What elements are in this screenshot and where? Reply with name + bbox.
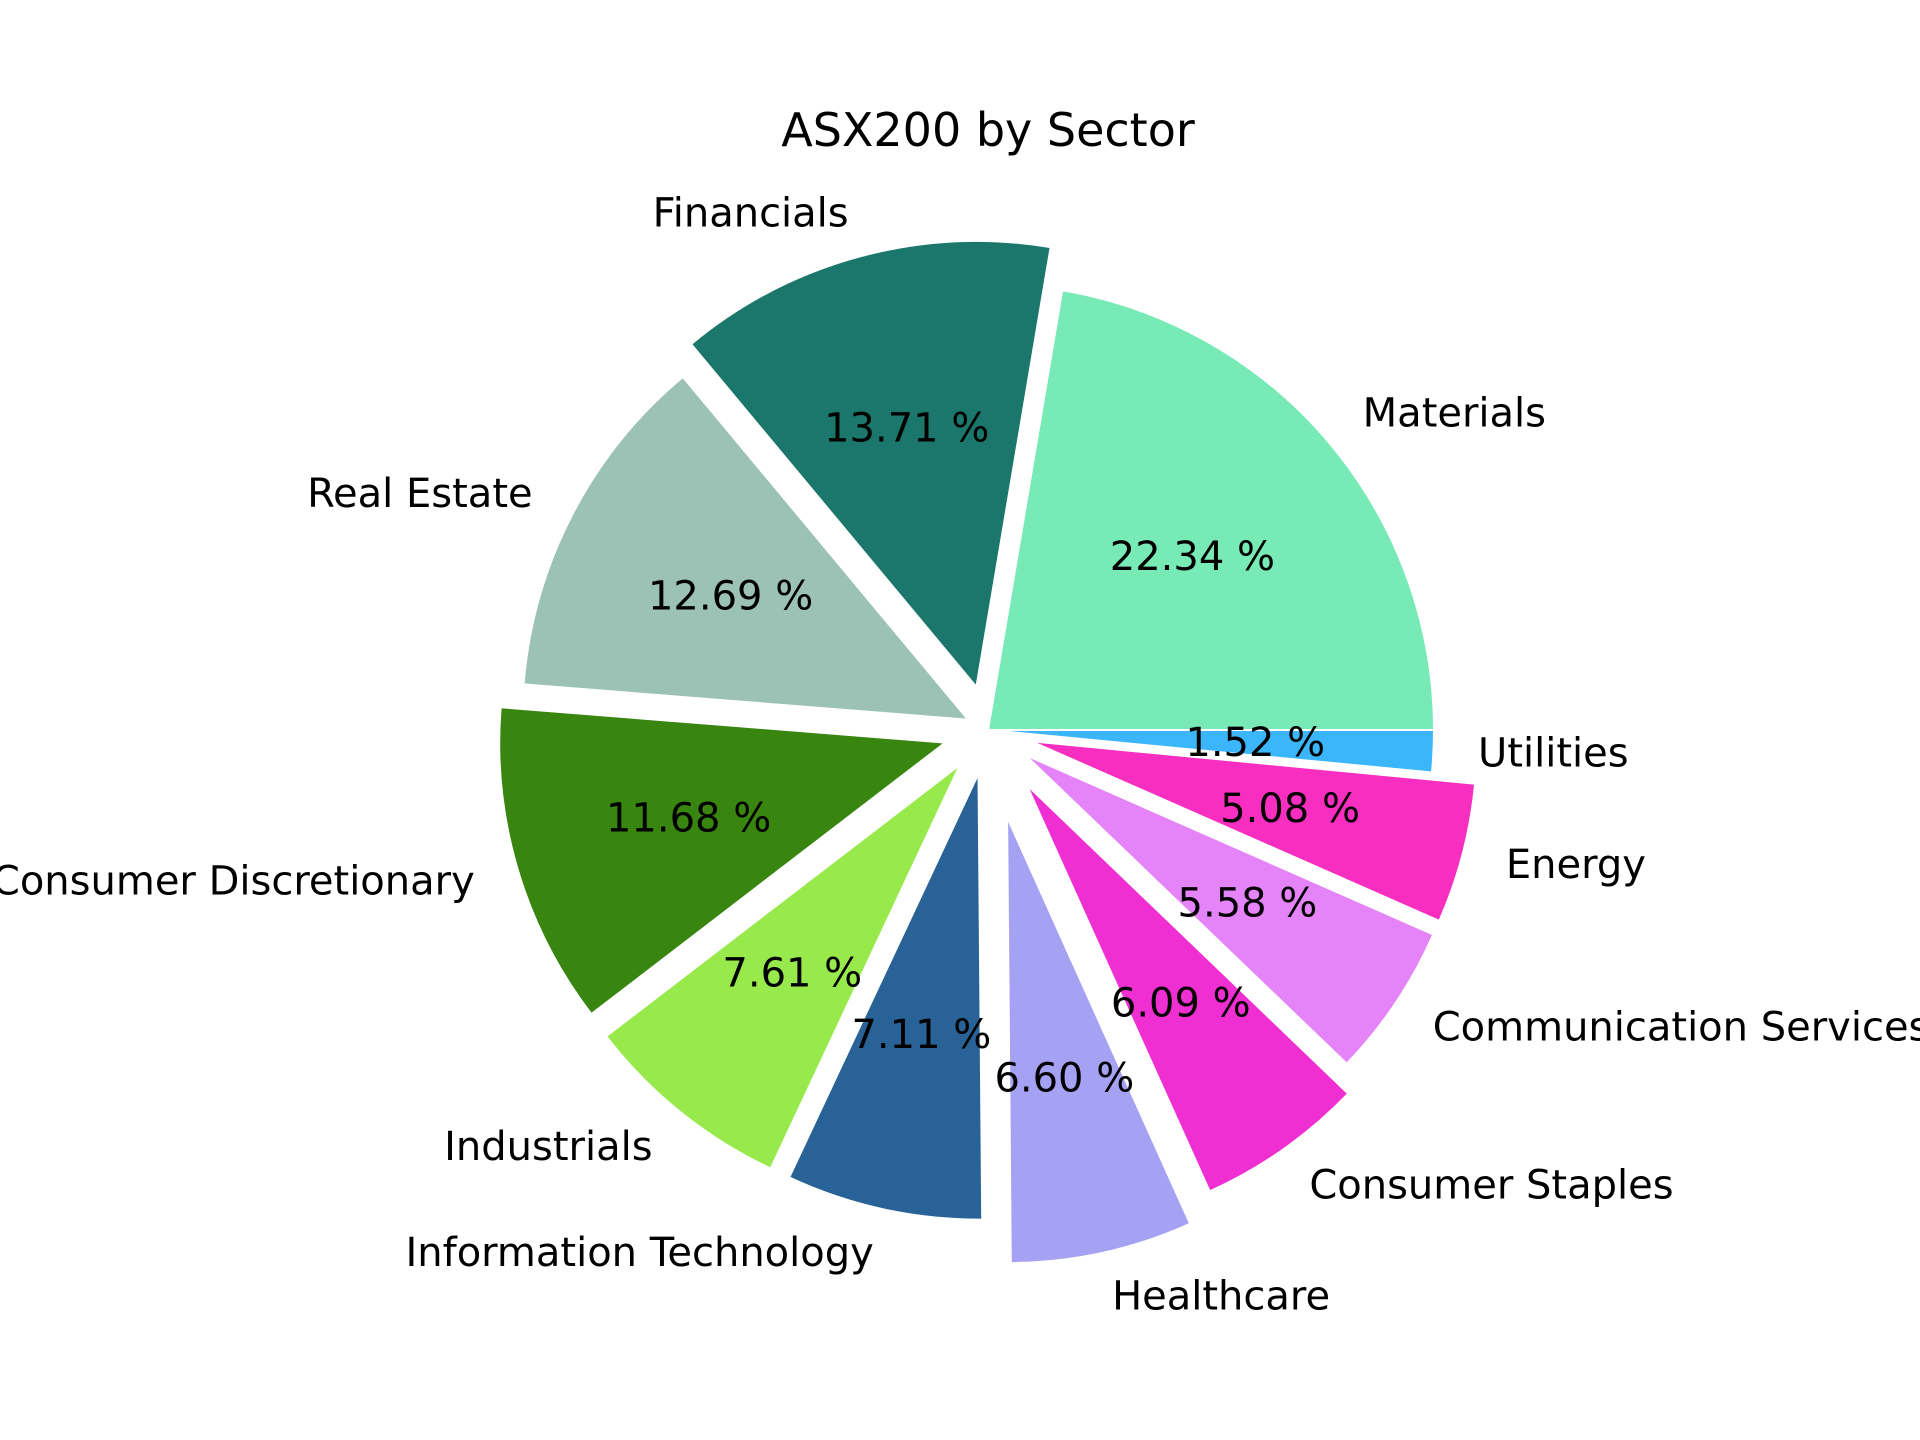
label-healthcare: Healthcare [1112, 1273, 1330, 1319]
label-consumer-discretionary: Consumer Discretionary [0, 859, 475, 905]
pct-label-real-estate: 12.69 % [648, 574, 813, 620]
sector-labels: Materials Financials Real Estate Consumer D… [0, 190, 1920, 1319]
wedge-industrials [604, 763, 961, 1170]
label-materials: Materials [1363, 390, 1546, 436]
pie-wedges [498, 239, 1477, 1265]
label-consumer-staples: Consumer Staples [1309, 1163, 1673, 1209]
wedge-energy [1030, 740, 1477, 923]
label-information-technology: Information Technology [405, 1230, 873, 1276]
pct-label-healthcare: 6.60 % [994, 1056, 1134, 1102]
wedge-consumer-staples [1025, 783, 1350, 1193]
pct-label-utilities: 1.52 % [1185, 720, 1325, 766]
label-utilities: Utilities [1478, 730, 1629, 776]
wedge-consumer-discretionary [498, 706, 948, 1016]
label-communication-services: Communication Services [1433, 1005, 1920, 1051]
pct-label-communication-services: 5.58 % [1178, 881, 1318, 927]
label-energy: Energy [1506, 842, 1646, 888]
label-real-estate: Real Estate [307, 471, 533, 517]
label-financials: Financials [653, 190, 849, 236]
wedge-utilities [987, 729, 1436, 774]
label-industrials: Industrials [444, 1124, 652, 1170]
pct-label-consumer-staples: 6.09 % [1111, 980, 1251, 1026]
wedge-financials [689, 239, 1052, 690]
wedge-real-estate [522, 375, 971, 721]
pct-label-consumer-discretionary: 11.68 % [606, 796, 771, 842]
pct-label-financials: 13.71 % [824, 406, 989, 452]
wedge-information-technology [787, 773, 984, 1221]
pct-label-information-technology: 7.11 % [851, 1012, 991, 1058]
wedge-healthcare [1006, 816, 1192, 1265]
pct-label-materials: 22.34 % [1110, 534, 1275, 580]
wedge-communication-services [1024, 753, 1435, 1066]
pct-label-industrials: 7.61 % [722, 950, 862, 996]
pct-label-energy: 5.08 % [1220, 786, 1360, 832]
wedge-materials [986, 289, 1436, 731]
chart-title: ASX200 by Sector [781, 103, 1195, 157]
percentage-labels: 22.34 % 13.71 % 12.69 % 11.68 % 7.61 % 7.11 %… [606, 406, 1360, 1102]
